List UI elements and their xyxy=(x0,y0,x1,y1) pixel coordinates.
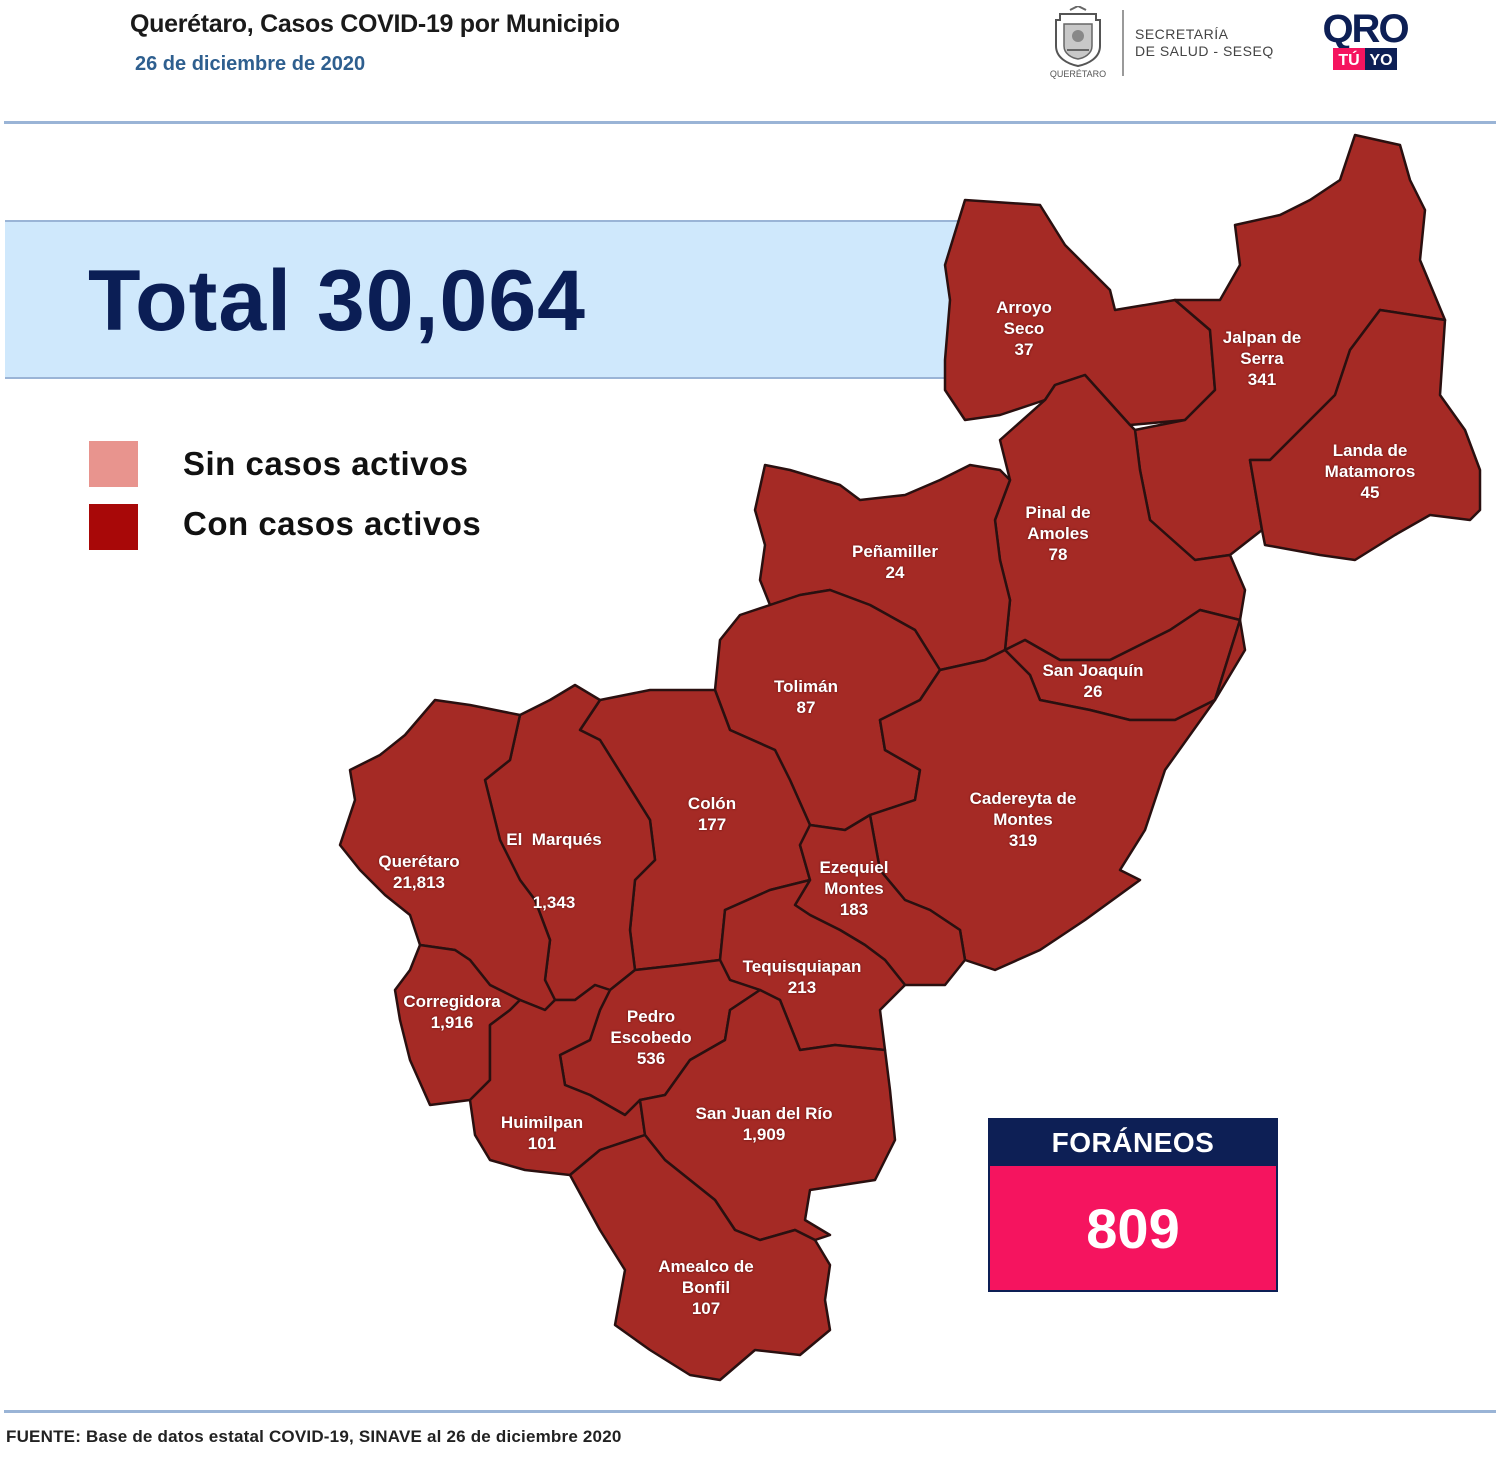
label-name: Arroyo xyxy=(996,298,1052,317)
label-name: Jalpan de xyxy=(1222,328,1302,347)
label-name: Ezequiel xyxy=(819,858,889,877)
qro-logo: QRO TÚ YO xyxy=(1322,7,1410,70)
label-cases: 107 xyxy=(691,1299,721,1318)
total-band xyxy=(5,220,995,379)
label-name: Tequisquiapan xyxy=(742,957,862,976)
qro-yo: YO xyxy=(1369,52,1392,69)
label-name: Tolimán xyxy=(774,677,838,696)
label-cases: 536 xyxy=(636,1049,666,1068)
label-toliman: Tolimán 87 xyxy=(774,676,838,718)
label-san-juan-del-rio: San Juan del Río 1,909 xyxy=(696,1103,833,1145)
label-queretaro: Querétaro 21,813 xyxy=(378,851,459,893)
label-name: Amoles xyxy=(1027,524,1089,543)
label-name: Matamoros xyxy=(1324,462,1416,481)
label-name: Escobedo xyxy=(610,1028,692,1047)
label-cases: 1,909 xyxy=(742,1125,786,1144)
label-huimilpan: Huimilpan 101 xyxy=(501,1112,583,1154)
label-cases: 319 xyxy=(1008,831,1038,850)
label-jalpan: Jalpan de Serra 341 xyxy=(1223,327,1301,390)
label-name: Montes xyxy=(824,879,884,898)
source-note: FUENTE: Base de datos estatal COVID-19, … xyxy=(6,1427,622,1446)
label-cases: 341 xyxy=(1247,370,1277,389)
label-cases: 213 xyxy=(787,978,817,997)
label-corregidora: Corregidora 1,916 xyxy=(403,991,500,1033)
label-name: Querétaro xyxy=(378,852,460,871)
label-cases: 177 xyxy=(697,815,727,834)
page-title: Querétaro, Casos COVID-19 por Municipio xyxy=(130,10,620,38)
secretaria-line-2: DE SALUD - SESEQ xyxy=(1135,43,1274,59)
label-pedro-escobedo: Pedro Escobedo 536 xyxy=(610,1006,691,1069)
label-name: Corregidora xyxy=(403,992,501,1011)
label-san-joaquin: San Joaquín 26 xyxy=(1042,660,1143,702)
label-cases: 101 xyxy=(527,1134,557,1153)
label-cases: 78 xyxy=(1048,545,1068,564)
legend-label-con-casos: Con casos activos xyxy=(183,505,482,542)
label-name: Amealco de xyxy=(658,1257,754,1276)
region-landa xyxy=(1248,308,1482,562)
label-tequisquiapan: Tequisquiapan 213 xyxy=(743,956,862,998)
label-name: Seco xyxy=(1003,319,1045,338)
legend-swatch-sin-casos xyxy=(89,441,138,487)
label-el-marques: El Marqués 1,343 xyxy=(506,787,601,934)
label-name: Peñamiller xyxy=(852,542,938,561)
foraneos-header: FORÁNEOS xyxy=(988,1118,1278,1166)
label-name: Serra xyxy=(1240,349,1284,368)
region-penamiller xyxy=(753,463,1012,672)
qro-wordmark: QRO xyxy=(1322,7,1408,51)
label-landa: Landa de Matamoros 45 xyxy=(1325,440,1416,503)
secretaria-logo: SECRETARÍA DE SALUD - SESEQ xyxy=(1135,26,1274,60)
label-penamiller: Peñamiller 24 xyxy=(852,541,938,583)
label-cases: 183 xyxy=(839,900,869,919)
label-cadereyta: Cadereyta de Montes 319 xyxy=(970,788,1077,851)
label-name: Huimilpan xyxy=(500,1113,584,1132)
label-cases: 45 xyxy=(1360,483,1380,502)
foraneos-value: 809 xyxy=(988,1166,1278,1292)
label-name: Cadereyta de xyxy=(969,789,1077,808)
region-cadereyta xyxy=(868,618,1247,972)
label-ezequiel: Ezequiel Montes 183 xyxy=(820,857,889,920)
label-cases: 87 xyxy=(796,698,816,717)
label-cases: 24 xyxy=(885,563,905,582)
label-name: Montes xyxy=(993,810,1053,829)
label-name: Pedro xyxy=(626,1007,676,1026)
label-name: Colón xyxy=(687,794,737,813)
region-amealco xyxy=(568,1133,832,1382)
label-cases: 1,343 xyxy=(532,893,576,912)
label-pinal: Pinal de Amoles 78 xyxy=(1025,502,1090,565)
footer-divider xyxy=(4,1410,1496,1413)
region-huimilpan xyxy=(468,983,647,1177)
label-name: San Juan del Río xyxy=(695,1104,833,1123)
report-date: 26 de diciembre de 2020 xyxy=(135,53,366,75)
total-cases: Total 30,064 xyxy=(88,253,586,349)
label-colon: Colón 177 xyxy=(688,793,736,835)
label-name: Pinal de xyxy=(1025,503,1091,522)
secretaria-line-1: SECRETARÍA xyxy=(1135,26,1229,42)
label-amealco: Amealco de Bonfil 107 xyxy=(658,1256,753,1319)
label-cases: 21,813 xyxy=(393,873,445,892)
label-cases: 26 xyxy=(1083,682,1103,701)
legend-swatch-con-casos xyxy=(89,504,138,550)
label-name: Landa de xyxy=(1332,441,1408,460)
logo-divider xyxy=(1122,10,1124,76)
label-arroyo-seco: Arroyo Seco 37 xyxy=(996,297,1052,360)
label-name: Bonfil xyxy=(681,1278,731,1297)
label-name: El Marqués xyxy=(506,830,602,849)
label-name: San Joaquín xyxy=(1042,661,1144,680)
label-cases: 37 xyxy=(1014,340,1034,359)
seal-caption: QUERÉTARO xyxy=(1050,69,1106,79)
header-divider xyxy=(4,121,1496,124)
seal-icon: QUERÉTARO xyxy=(1050,6,1106,79)
legend-label-sin-casos: Sin casos activos xyxy=(183,445,469,482)
qro-tu: TÚ xyxy=(1338,50,1359,69)
label-cases: 1,916 xyxy=(430,1013,474,1032)
